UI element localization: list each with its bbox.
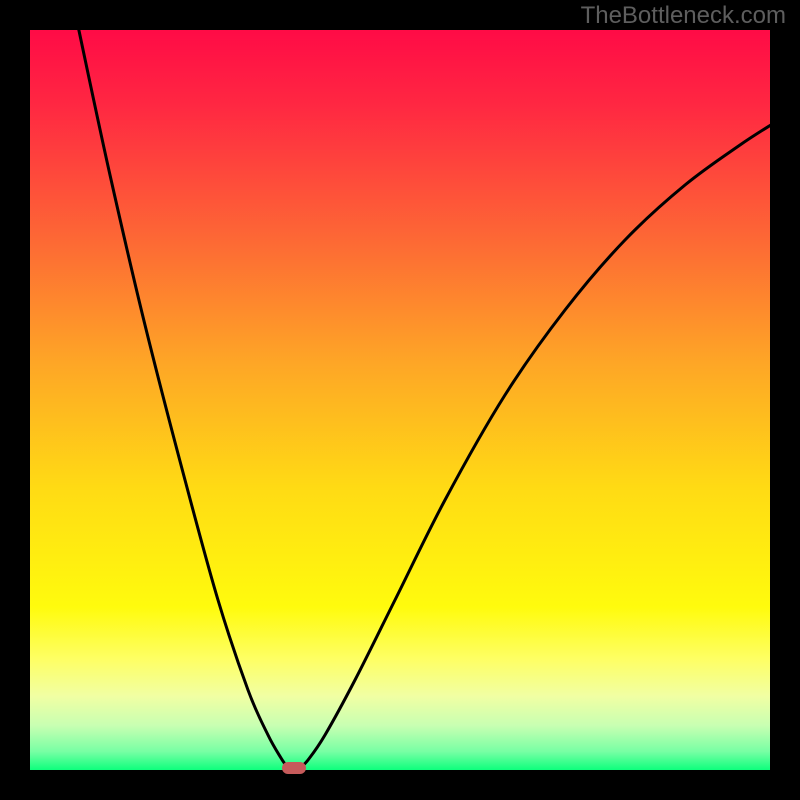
bottleneck-chart: TheBottleneck.com (0, 0, 800, 800)
watermark-text: TheBottleneck.com (581, 2, 786, 30)
plot-area (30, 30, 770, 770)
bottleneck-marker (282, 762, 306, 774)
